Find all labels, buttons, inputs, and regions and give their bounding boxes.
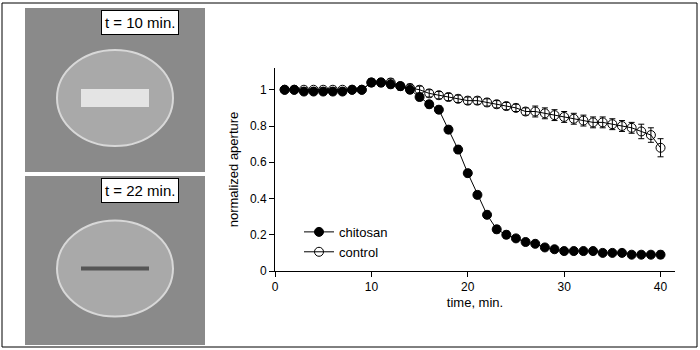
svg-text:chitosan: chitosan <box>339 225 387 240</box>
svg-text:10: 10 <box>365 280 379 294</box>
svg-text:1: 1 <box>260 83 267 97</box>
svg-text:20: 20 <box>461 280 475 294</box>
svg-text:time, min.: time, min. <box>447 295 503 310</box>
svg-text:40: 40 <box>654 280 668 294</box>
svg-text:0.8: 0.8 <box>250 119 267 133</box>
svg-text:normalized aperture: normalized aperture <box>226 112 241 228</box>
svg-text:t = 22 min.: t = 22 min. <box>105 182 175 199</box>
svg-text:0: 0 <box>260 264 267 278</box>
svg-text:0: 0 <box>272 280 279 294</box>
svg-text:t = 10 min.: t = 10 min. <box>105 14 175 31</box>
svg-text:0.6: 0.6 <box>250 155 267 169</box>
svg-text:30: 30 <box>557 280 571 294</box>
svg-text:0.4: 0.4 <box>250 192 267 206</box>
svg-text:0.2: 0.2 <box>250 228 267 242</box>
svg-text:control: control <box>339 245 378 260</box>
